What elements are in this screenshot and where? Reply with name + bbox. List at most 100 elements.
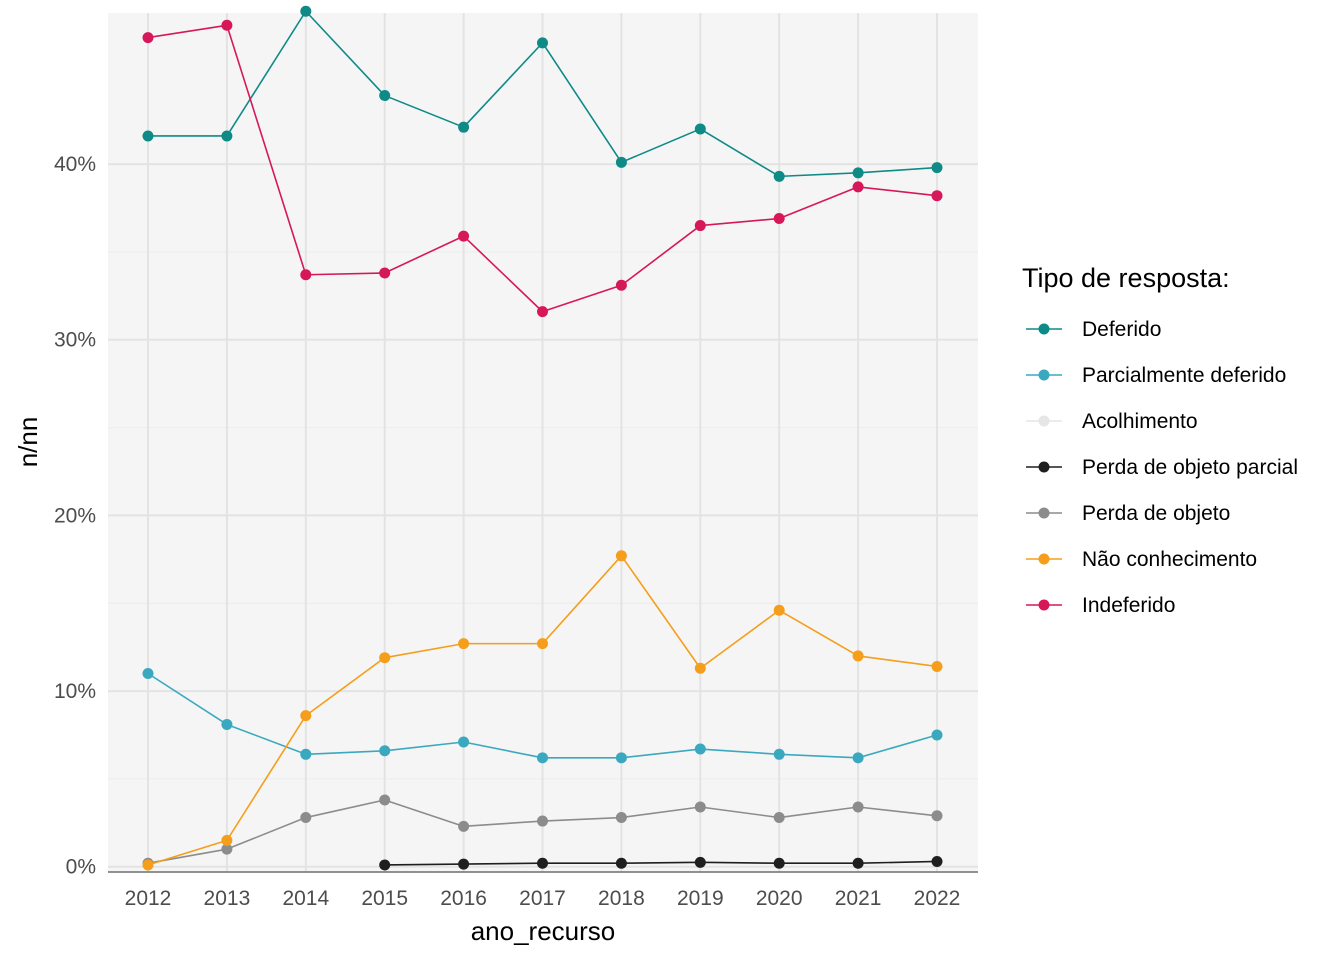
data-point [615,812,627,824]
legend-key-point [1038,553,1050,565]
data-point [142,32,154,44]
legend-item: Acolhimento [1026,410,1198,433]
legend-key-point [1038,507,1050,519]
x-tick-label: 2022 [914,887,961,910]
data-point [694,801,706,813]
data-point [221,130,233,142]
data-point [931,162,943,174]
legend-label: Acolhimento [1082,410,1198,433]
data-point [458,638,470,650]
data-point [615,279,627,291]
data-point [852,650,864,662]
data-point [852,801,864,813]
legend-label: Parcialmente deferido [1082,364,1286,387]
data-point [537,815,548,827]
data-point [142,667,154,679]
y-axis-title: n/nn [13,417,43,468]
x-tick-label: 2020 [756,887,803,910]
series-parcialmente-deferido [142,667,943,764]
data-point [852,167,864,179]
x-axis-ticks: 2012 2013 2014 2015 2016 2017 2018 2019 2020 2021… [125,887,961,910]
data-point [379,794,391,806]
legend-key-point [1038,415,1050,427]
series-indeferido [142,19,943,318]
x-tick-label: 2018 [598,887,645,910]
data-point [931,660,943,672]
data-point [221,718,233,730]
data-point [537,306,548,318]
series-nao-conhecimento [142,550,943,871]
data-point [379,745,391,757]
legend-key-point [1038,323,1050,335]
data-point [537,857,548,869]
data-point [142,859,154,871]
legend-label: Indeferido [1082,594,1175,617]
x-tick-label: 2019 [677,887,724,910]
data-point [852,181,864,193]
data-point [852,752,864,764]
data-point [458,858,470,870]
data-point [221,834,233,846]
legend-label: Não conhecimento [1082,548,1257,571]
data-point [615,857,627,869]
legend-key-point [1038,461,1050,473]
legend-key-point [1038,369,1050,381]
data-point [300,748,312,760]
x-tick-label: 2014 [282,887,329,910]
data-point [931,810,943,822]
data-point [694,743,706,755]
series-perda-de-objeto [142,794,943,869]
legend-title: Tipo de resposta: [1022,263,1230,293]
data-point [379,652,391,664]
data-point [300,269,312,281]
data-point [773,748,785,760]
data-point [694,856,706,868]
data-point [379,267,391,279]
y-tick-label: 20% [54,504,96,527]
data-point [931,855,943,867]
legend-label: Deferido [1082,318,1161,341]
legend-item: Parcialmente deferido [1026,364,1286,387]
x-tick-label: 2021 [835,887,882,910]
data-point [300,812,312,824]
data-point [773,812,785,824]
data-point [458,121,470,133]
data-point [458,820,470,832]
y-tick-label: 30% [54,329,96,352]
series-layer [142,5,943,871]
series-deferido [142,5,943,182]
legend-key-point [1038,599,1050,611]
data-point [615,550,627,562]
data-point [931,729,943,741]
data-point [773,857,785,869]
data-point [615,752,627,764]
data-point [694,662,706,674]
x-tick-label: 2016 [440,887,487,910]
data-point [300,5,312,17]
legend-item: Não conhecimento [1026,548,1257,571]
data-point [458,736,470,748]
data-point [142,130,154,142]
data-point [537,638,548,650]
data-point [300,710,312,722]
data-point [221,19,233,31]
legend-items: Deferido Parcialmente deferido Acolhimento… [1026,318,1298,617]
data-point [694,123,706,135]
data-point [694,220,706,232]
y-axis-ticks: 0% 10% 20% 30% 40% [54,153,96,879]
data-point [221,843,233,855]
data-point [537,37,548,49]
x-axis-title: ano_recurso [471,916,616,946]
legend-label: Perda de objeto parcial [1082,456,1298,479]
data-point [537,752,548,764]
legend-item: Indeferido [1026,594,1175,617]
legend: Tipo de resposta: Deferido Parcialmente d… [1022,263,1298,617]
data-point [615,156,627,168]
legend-item: Perda de objeto [1026,502,1230,525]
y-tick-label: 40% [54,153,96,176]
y-tick-label: 0% [66,856,96,879]
y-tick-label: 10% [54,680,96,703]
data-point [773,170,785,182]
data-point [773,604,785,616]
